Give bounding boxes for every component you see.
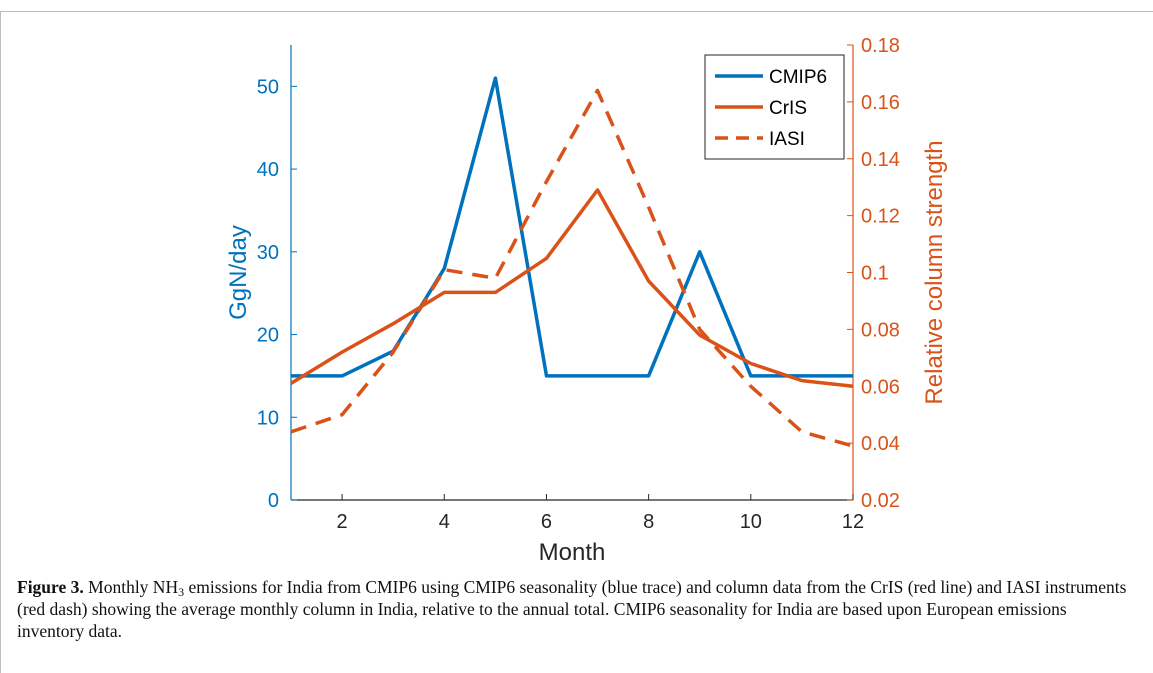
chart: 2 4 6 8 10 12 0 10 20 30 40 50 0.02 0.04 0.06 0.08 0.1 0.…: [225, 35, 948, 566]
right-y-tick-label: 0.06: [861, 376, 900, 398]
caption-text-1: Monthly NH: [83, 577, 179, 597]
series-line-cmip6: [291, 76, 853, 378]
right-y-tick-label: 0.04: [861, 433, 900, 455]
caption-subscript: 3: [178, 585, 185, 599]
right-y-axis-label: Relative column strength: [921, 140, 948, 404]
x-tick-label: 12: [842, 511, 864, 533]
left-y-tick-label: 40: [257, 159, 279, 181]
x-tick-label: 10: [740, 511, 762, 533]
x-tick-label: 6: [541, 511, 552, 533]
left-y-tick-label: 50: [257, 76, 279, 98]
left-y-tick-label: 30: [257, 242, 279, 264]
series-layer: [290, 76, 854, 448]
axes: 2 4 6 8 10 12 0 10 20 30 40 50 0.02 0.04 0.06 0.08 0.1 0.…: [225, 35, 948, 566]
left-y-tick-label: 10: [257, 407, 279, 429]
right-y-tick-label: 0.16: [861, 92, 900, 114]
right-y-tick-label: 0.18: [861, 35, 900, 57]
right-y-tick-label: 0.12: [861, 206, 900, 228]
caption-label: Figure 3.: [17, 577, 84, 597]
series-line-cris: [290, 188, 854, 389]
legend-label-iasi: IASI: [769, 129, 805, 150]
left-y-axis-label: GgN/day: [225, 225, 252, 320]
caption-text-2: emissions for India from CMIP6 using CMI…: [17, 577, 1127, 641]
figure-caption: Figure 3. Monthly NH3 emissions for Indi…: [17, 576, 1137, 642]
x-tick-label: 2: [337, 511, 348, 533]
x-tick-label: 4: [439, 511, 450, 533]
left-y-tick-label: 20: [257, 325, 279, 347]
right-y-tick-label: 0.1: [861, 263, 889, 285]
right-y-tick-label: 0.14: [861, 149, 900, 171]
right-y-tick-label: 0.08: [861, 319, 900, 341]
series-line-iasi: [290, 88, 854, 448]
x-axis-label: Month: [539, 539, 606, 566]
legend-label-cmip6: CMIP6: [769, 67, 827, 88]
left-y-tick-label: 0: [268, 490, 279, 512]
right-y-tick-label: 0.02: [861, 490, 900, 512]
x-tick-label: 8: [643, 511, 654, 533]
legend-label-cris: CrIS: [769, 98, 807, 119]
figure-frame: [0, 11, 1153, 673]
legend: CMIP6 CrIS IASI: [704, 54, 845, 160]
